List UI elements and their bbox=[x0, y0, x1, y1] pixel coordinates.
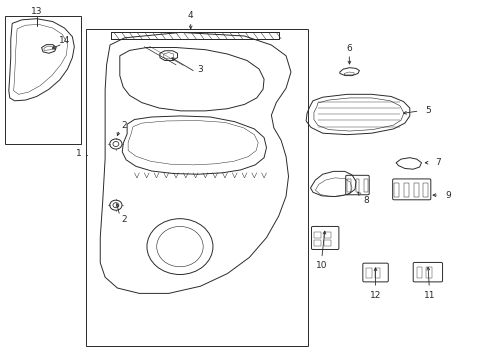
Bar bbox=[416, 267, 422, 278]
Text: 13: 13 bbox=[31, 7, 42, 16]
Bar bbox=[393, 183, 398, 197]
Bar bbox=[426, 267, 431, 278]
Text: 10: 10 bbox=[315, 261, 327, 270]
Bar bbox=[314, 240, 321, 246]
Bar bbox=[355, 179, 359, 192]
Text: 8: 8 bbox=[363, 196, 369, 204]
Bar bbox=[111, 32, 278, 39]
Bar bbox=[314, 232, 321, 238]
Text: 4: 4 bbox=[187, 12, 193, 21]
Text: 2: 2 bbox=[121, 122, 126, 130]
Bar bbox=[403, 183, 408, 197]
Text: 7: 7 bbox=[434, 158, 440, 167]
Text: 12: 12 bbox=[369, 291, 381, 300]
Text: 6: 6 bbox=[346, 44, 351, 53]
Text: 14: 14 bbox=[59, 36, 71, 45]
Bar bbox=[346, 179, 350, 192]
Bar bbox=[85, 29, 307, 346]
Bar bbox=[423, 183, 427, 197]
Text: 5: 5 bbox=[425, 107, 430, 115]
Bar bbox=[363, 179, 367, 192]
Text: 9: 9 bbox=[444, 191, 450, 199]
Bar bbox=[374, 268, 380, 278]
Text: 11: 11 bbox=[423, 291, 434, 300]
Bar bbox=[413, 183, 418, 197]
Text: 2: 2 bbox=[121, 215, 126, 224]
Text: 3: 3 bbox=[197, 65, 203, 74]
Bar bbox=[324, 232, 330, 238]
Bar bbox=[324, 240, 330, 246]
Bar bbox=[366, 268, 371, 278]
Text: 1: 1 bbox=[76, 149, 82, 158]
Bar bbox=[5, 16, 81, 144]
